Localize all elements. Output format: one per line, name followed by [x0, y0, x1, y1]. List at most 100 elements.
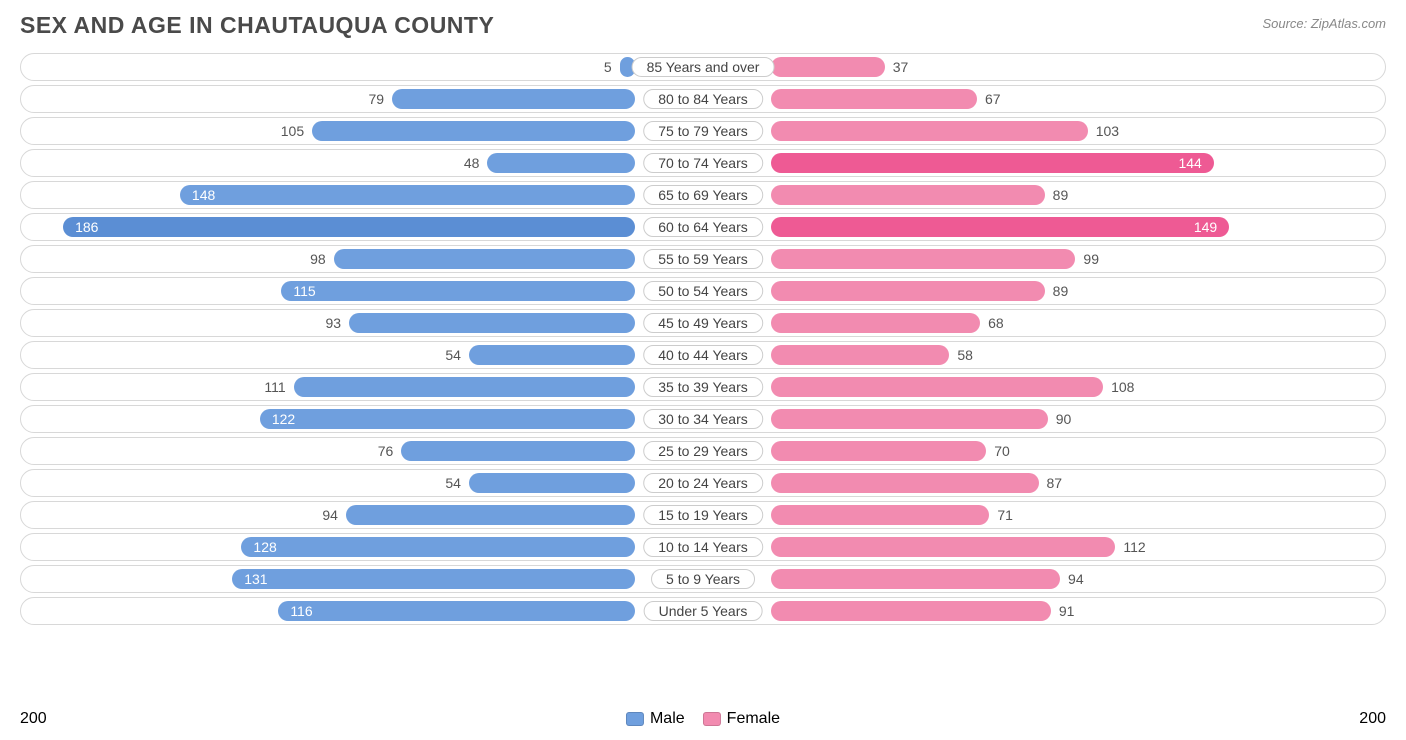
male-value: 148 [192, 187, 215, 203]
male-value: 116 [290, 603, 312, 619]
female-value: 91 [1059, 603, 1075, 619]
pyramid-row: 936845 to 49 Years [20, 309, 1386, 337]
male-bar [346, 505, 635, 525]
female-value: 58 [957, 347, 973, 363]
legend-swatch-female [703, 712, 721, 726]
male-value: 131 [244, 571, 267, 587]
age-label: 5 to 9 Years [651, 569, 755, 589]
female-bar [771, 537, 1115, 557]
age-label: 40 to 44 Years [643, 345, 763, 365]
chart-title: SEX AND AGE IN CHAUTAUQUA COUNTY [20, 12, 494, 39]
female-value: 71 [997, 507, 1013, 523]
female-bar [771, 185, 1045, 205]
female-bar [771, 505, 989, 525]
female-bar [771, 153, 1214, 173]
male-bar [392, 89, 635, 109]
male-bar [401, 441, 635, 461]
male-value: 111 [264, 379, 285, 395]
pyramid-row: 5 37 85 Years and over [20, 53, 1386, 81]
female-value: 89 [1053, 283, 1069, 299]
female-bar [771, 249, 1075, 269]
age-label: 55 to 59 Years [643, 249, 763, 269]
female-value: 90 [1056, 411, 1072, 427]
male-bar [349, 313, 635, 333]
female-value: 108 [1111, 379, 1134, 395]
legend: Male Female [626, 710, 780, 728]
male-bar [281, 281, 635, 301]
age-label: 30 to 34 Years [643, 409, 763, 429]
age-label: 85 Years and over [632, 57, 775, 77]
legend-swatch-male [626, 712, 644, 726]
chart-footer: 200 Male Female 200 [20, 710, 1386, 732]
female-value: 94 [1068, 571, 1084, 587]
pyramid-row: 98 99 55 to 59 Years [20, 245, 1386, 273]
age-label: 20 to 24 Years [643, 473, 763, 493]
female-value: 67 [985, 91, 1001, 107]
age-label: 50 to 54 Years [643, 281, 763, 301]
female-value: 99 [1083, 251, 1099, 267]
pyramid-row: 11691Under 5 Years [20, 597, 1386, 625]
male-value: 48 [464, 155, 480, 171]
age-label: 45 to 49 Years [643, 313, 763, 333]
male-value: 54 [445, 475, 461, 491]
age-label: 10 to 14 Years [643, 537, 763, 557]
male-value: 76 [378, 443, 394, 459]
male-value: 98 [310, 251, 326, 267]
pyramid-row: 76 70 25 to 29 Years [20, 437, 1386, 465]
pyramid-row: 11110835 to 39 Years [20, 373, 1386, 401]
pyramid-row: 12811210 to 14 Years [20, 533, 1386, 561]
chart-source: Source: ZipAtlas.com [1262, 16, 1386, 31]
age-label: 25 to 29 Years [643, 441, 763, 461]
male-bar [334, 249, 635, 269]
male-value: 5 [604, 59, 612, 75]
axis-max-right: 200 [1359, 710, 1386, 728]
male-bar [241, 537, 635, 557]
male-bar [487, 153, 635, 173]
axis-max-left: 200 [20, 710, 47, 728]
pyramid-row: 131 94 5 to 9 Years [20, 565, 1386, 593]
male-bar [278, 601, 635, 621]
age-label: 65 to 69 Years [643, 185, 763, 205]
male-bar [312, 121, 635, 141]
female-bar [771, 57, 885, 77]
age-label: 75 to 79 Years [643, 121, 763, 141]
male-value: 186 [75, 219, 98, 235]
female-bar [771, 441, 986, 461]
male-value: 122 [272, 411, 295, 427]
female-bar [771, 377, 1103, 397]
female-value: 149 [1194, 219, 1217, 235]
female-value: 87 [1047, 475, 1063, 491]
pyramid-row: 115 89 50 to 54 Years [20, 277, 1386, 305]
age-label: 80 to 84 Years [643, 89, 763, 109]
female-value: 70 [994, 443, 1010, 459]
male-bar [469, 473, 635, 493]
female-bar [771, 409, 1048, 429]
female-bar [771, 473, 1039, 493]
female-bar [771, 345, 949, 365]
male-bar [260, 409, 635, 429]
female-bar [771, 121, 1088, 141]
legend-label-female: Female [727, 710, 780, 728]
female-bar [771, 89, 977, 109]
female-value: 144 [1178, 155, 1201, 171]
pyramid-row: 54 87 20 to 24 Years [20, 469, 1386, 497]
legend-label-male: Male [650, 710, 685, 728]
male-bar [232, 569, 635, 589]
population-pyramid: 53785 Years and over796780 to 84 Years10… [20, 53, 1386, 710]
male-value: 115 [293, 283, 315, 299]
chart-header: SEX AND AGE IN CHAUTAUQUA COUNTY Source:… [20, 12, 1386, 39]
pyramid-row: 796780 to 84 Years [20, 85, 1386, 113]
female-bar [771, 217, 1229, 237]
female-bar [771, 601, 1051, 621]
male-bar [180, 185, 635, 205]
female-value: 103 [1096, 123, 1119, 139]
pyramid-row: 947115 to 19 Years [20, 501, 1386, 529]
pyramid-row: 1488965 to 69 Years [20, 181, 1386, 209]
legend-item-male: Male [626, 710, 685, 728]
pyramid-row: 10510375 to 79 Years [20, 117, 1386, 145]
age-label: 60 to 64 Years [643, 217, 763, 237]
male-bar [469, 345, 635, 365]
pyramid-row: 122 90 30 to 34 Years [20, 405, 1386, 433]
female-value: 37 [893, 59, 909, 75]
pyramid-row: 186 149 60 to 64 Years [20, 213, 1386, 241]
